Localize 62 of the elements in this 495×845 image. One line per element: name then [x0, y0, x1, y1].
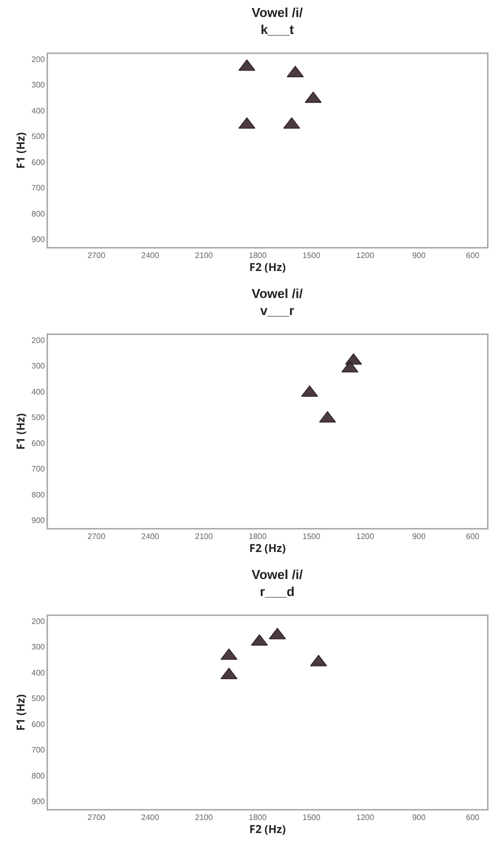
x-tick-label: 1500: [302, 251, 321, 260]
y-tick-label: 900: [32, 516, 46, 526]
chart-title: Vowel /i/: [252, 4, 304, 20]
y-tick-label: 300: [32, 642, 46, 652]
chart-title: Vowel /i/: [252, 566, 304, 582]
y-tick-label: 800: [32, 771, 46, 780]
x-tick-label: 600: [466, 532, 480, 542]
x-tick-label: 1500: [302, 813, 321, 822]
x-tick-label: 1200: [356, 813, 375, 822]
chart-subtitle: k___t: [260, 22, 294, 37]
y-tick-label: 200: [32, 616, 46, 626]
x-tick-label: 900: [412, 251, 426, 260]
x-tick-label: 1500: [302, 532, 321, 542]
y-tick-label: 700: [32, 746, 46, 755]
y-tick-label: 600: [32, 720, 46, 729]
x-tick-label: 2100: [194, 813, 214, 822]
y-tick-label: 200: [32, 336, 46, 345]
x-tick-label: 1200: [356, 251, 375, 260]
y-tick-label: 700: [32, 184, 46, 193]
chart-subtitle: r___d: [260, 584, 295, 599]
x-tick-label: 2400: [141, 532, 160, 542]
y-tick-label: 500: [32, 132, 46, 142]
x-tick-label: 600: [466, 251, 480, 260]
x-tick-label: 900: [412, 813, 426, 822]
x-tick-label: 2100: [194, 251, 214, 260]
y-tick-label: 400: [32, 106, 46, 116]
x-tick-label: 1200: [356, 532, 375, 542]
chart-title: Vowel /i/: [252, 286, 304, 301]
y-tick-label: 600: [32, 158, 46, 167]
y-tick-label: 300: [32, 362, 46, 371]
x-tick-label: 900: [412, 532, 426, 542]
x-tick-label: 2700: [87, 813, 106, 822]
y-tick-label: 900: [32, 235, 46, 244]
y-tick-label: 900: [32, 797, 46, 806]
y-tick-label: 500: [32, 694, 46, 704]
x-axis-title: F2 (Hz): [249, 260, 286, 276]
x-tick-label: 600: [466, 813, 480, 822]
y-tick-label: 600: [32, 438, 46, 448]
x-tick-label: 1800: [248, 813, 268, 822]
y-axis-title: F1 (Hz): [13, 132, 28, 169]
x-tick-label: 1800: [248, 251, 268, 260]
x-axis-title: F2 (Hz): [249, 541, 286, 556]
x-tick-label: 2400: [141, 813, 160, 822]
chart-subtitle: v___r: [260, 302, 294, 318]
y-tick-label: 400: [32, 387, 46, 396]
x-tick-label: 2700: [87, 251, 106, 260]
y-tick-label: 200: [32, 54, 46, 64]
x-tick-label: 1800: [248, 532, 268, 542]
y-tick-label: 800: [32, 490, 46, 500]
y-tick-label: 400: [32, 668, 46, 678]
y-axis-title: F1 (Hz): [13, 694, 28, 731]
y-tick-label: 800: [32, 209, 46, 218]
point: [220, 668, 238, 680]
y-axis-title: F1 (Hz): [13, 413, 28, 450]
point: [220, 648, 238, 660]
y-tick-label: 700: [32, 464, 46, 474]
y-tick-label: 300: [32, 80, 46, 90]
y-tick-label: 500: [32, 413, 46, 422]
x-axis-title: F2 (Hz): [249, 822, 286, 838]
x-tick-label: 2100: [194, 532, 214, 542]
x-tick-label: 2700: [87, 532, 106, 542]
x-tick-label: 2400: [141, 251, 160, 260]
